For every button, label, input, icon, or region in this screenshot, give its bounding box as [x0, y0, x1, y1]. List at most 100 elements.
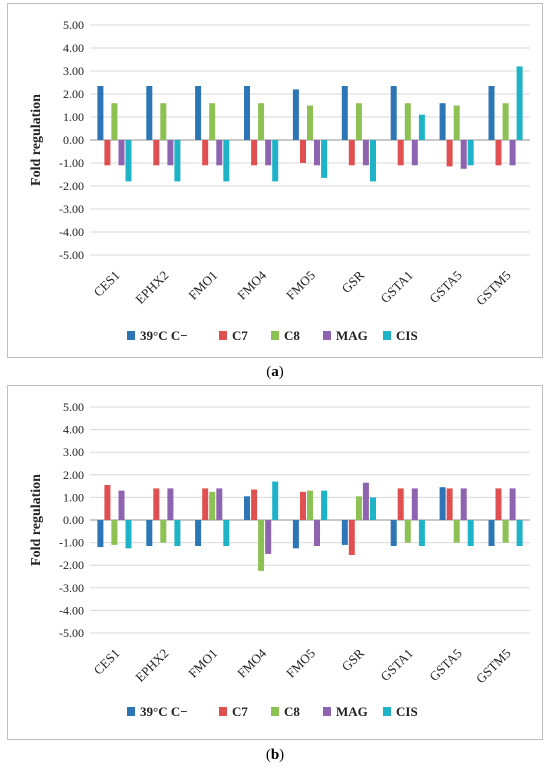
bar: [125, 140, 132, 182]
bar: [146, 86, 153, 140]
bar: [418, 114, 425, 140]
bar: [300, 140, 306, 163]
y-tick-label: -3.00: [59, 581, 84, 595]
bar: [321, 490, 328, 520]
x-tick-label: FMO5: [283, 646, 318, 681]
legend-swatch: [271, 707, 279, 716]
x-tick-label: FMO4: [234, 645, 269, 680]
x-tick-label: FMO1: [185, 646, 220, 681]
y-tick-label: -1.00: [59, 156, 84, 170]
y-axis-label: Fold regulation: [29, 94, 44, 186]
bar: [202, 140, 209, 166]
y-tick-label: 3.00: [63, 445, 84, 459]
bar: [370, 140, 376, 182]
bar: [370, 497, 376, 520]
bar: [195, 86, 202, 140]
y-tick-label: 4.00: [63, 423, 84, 437]
legend-swatch: [383, 331, 391, 340]
bar: [411, 488, 418, 520]
bar: [439, 487, 446, 520]
bar: [153, 488, 160, 520]
legend-swatch: [323, 707, 331, 716]
bar: [314, 520, 320, 546]
y-tick-label: -4.00: [59, 603, 84, 617]
bar: [341, 520, 348, 545]
legend-label: C8: [284, 328, 300, 343]
y-tick-label: -2.00: [59, 558, 84, 572]
legend-swatch: [219, 331, 227, 340]
chart-panel-b: [7, 385, 543, 740]
bar: [516, 66, 523, 140]
bar: [258, 103, 265, 140]
bar: [216, 140, 223, 166]
bar: [160, 520, 167, 543]
bar: [460, 140, 467, 169]
bar: [174, 140, 181, 182]
y-tick-label: -2.00: [59, 179, 84, 193]
legend-swatch: [127, 331, 135, 340]
legend-swatch: [127, 707, 135, 716]
bar: [272, 481, 279, 520]
x-tick-label: GSTA1: [377, 646, 415, 684]
legend-label: CIS: [396, 704, 418, 719]
bar: [341, 86, 348, 140]
bar: [118, 490, 125, 520]
y-tick-label: 0.00: [63, 513, 84, 527]
bar: [97, 86, 104, 140]
bar: [495, 488, 502, 520]
bar: [418, 520, 425, 546]
bar: [292, 89, 299, 140]
bar: [509, 140, 516, 166]
bar: [223, 140, 230, 182]
bar: [355, 103, 362, 140]
bar: [453, 520, 460, 543]
bar: [362, 140, 369, 166]
bar: [355, 496, 362, 520]
bar: [411, 140, 418, 166]
bar: [502, 103, 509, 140]
x-tick-label: CES1: [91, 646, 123, 678]
legend-label: C8: [284, 704, 300, 719]
bar: [509, 488, 516, 520]
bar: [111, 520, 118, 545]
bar: [160, 103, 167, 140]
y-tick-label: 0.00: [63, 133, 84, 147]
bar: [460, 488, 467, 520]
y-tick-label: -3.00: [59, 202, 84, 216]
bar: [404, 520, 411, 543]
x-tick-label: EPHX2: [132, 646, 171, 685]
bar: [397, 488, 404, 520]
y-tick-label: 2.00: [63, 87, 84, 101]
bar: [216, 488, 223, 520]
bar: [502, 520, 509, 543]
bar: [495, 140, 502, 166]
legend-swatch: [323, 331, 331, 340]
legend-label: MAG: [336, 704, 368, 719]
bar: [390, 86, 397, 140]
bar: [446, 488, 453, 520]
bar: [244, 86, 250, 140]
bar: [265, 520, 272, 554]
x-tick-label: GSR: [339, 645, 368, 674]
bar: [167, 140, 174, 166]
bar: [272, 140, 279, 182]
legend-swatch: [383, 707, 391, 716]
panel-label-a: (a): [266, 364, 284, 380]
legend-label: 39°C C−: [140, 328, 188, 343]
bar: [153, 140, 160, 166]
bar: [307, 490, 313, 520]
bar: [292, 520, 299, 549]
legend-swatch: [271, 331, 279, 340]
y-tick-label: -1.00: [59, 536, 84, 550]
bar: [404, 103, 411, 140]
bar: [362, 482, 369, 520]
bar: [111, 103, 118, 140]
bar: [244, 496, 250, 520]
y-tick-label: 3.00: [63, 64, 84, 78]
legend-label: C7: [232, 328, 248, 343]
bar: [321, 140, 328, 178]
bar: [97, 520, 104, 548]
y-tick-label: 1.00: [63, 110, 84, 124]
bar: [397, 140, 404, 166]
